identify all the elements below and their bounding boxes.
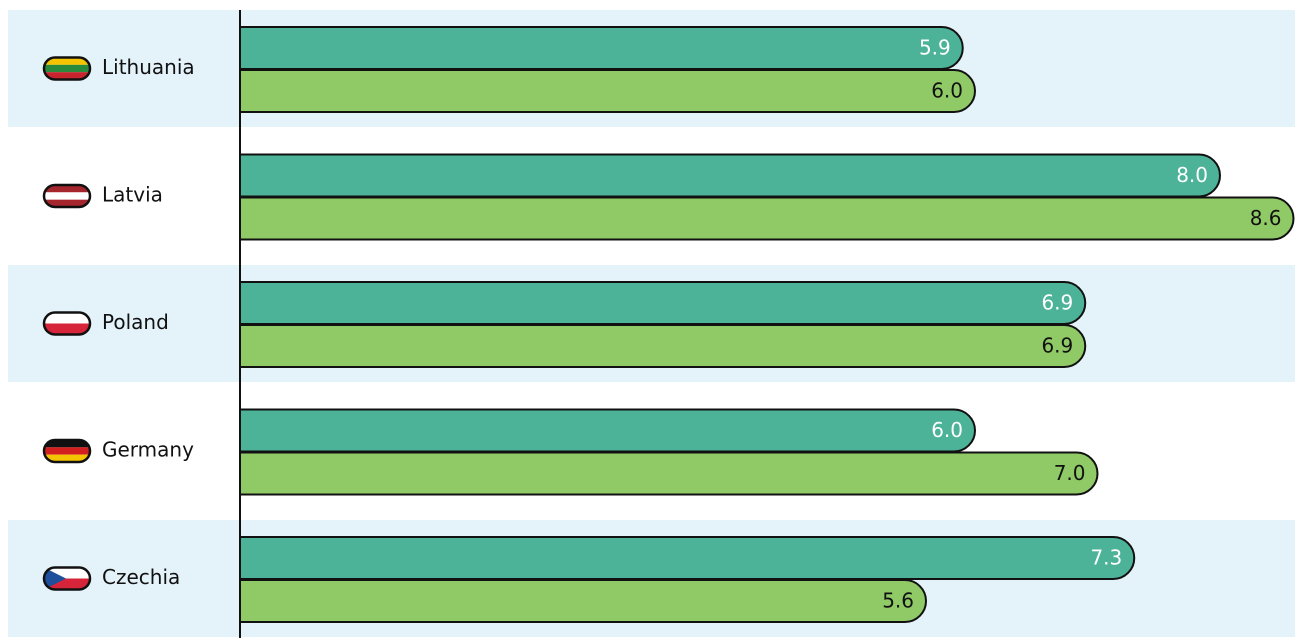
flag-stripe (44, 199, 90, 207)
flag (44, 57, 90, 80)
flag-stripe (44, 72, 90, 80)
bar (239, 69, 976, 113)
bar (239, 579, 927, 623)
flag-stripe (44, 454, 90, 462)
flag-stripe (44, 192, 90, 200)
value-label: 6.0 (931, 79, 963, 103)
value-label: 5.6 (882, 589, 914, 613)
bar (239, 153, 1221, 198)
flag-stripe (44, 323, 90, 335)
bar (239, 408, 976, 453)
value-label: 8.0 (1176, 163, 1208, 187)
bar (239, 536, 1136, 580)
flag-stripe (44, 567, 66, 590)
value-label: 7.0 (1054, 461, 1086, 485)
flag-stripe (44, 578, 90, 590)
category-label: Latvia (102, 183, 163, 207)
value-label: 6.9 (1041, 291, 1073, 315)
flag-border (42, 56, 92, 81)
flag (44, 312, 90, 335)
flag-border (42, 566, 92, 591)
flag-stripe (44, 185, 90, 193)
flag (44, 567, 90, 590)
value-label: 5.9 (919, 36, 951, 60)
flag-stripe (44, 440, 90, 448)
flag-stripe (44, 447, 90, 455)
category-label: Lithuania (102, 55, 195, 79)
bar (239, 324, 1087, 368)
flag (44, 440, 90, 462)
flag (44, 185, 90, 207)
bar (239, 281, 1087, 325)
flag-stripe (44, 567, 90, 579)
flag-stripe (44, 312, 90, 324)
value-label: 7.3 (1090, 546, 1122, 570)
bar (239, 196, 1295, 241)
flag-border (42, 438, 92, 464)
flag-border (42, 311, 92, 336)
category-label: Czechia (102, 565, 180, 589)
value-label: 6.9 (1041, 334, 1073, 358)
bar (239, 26, 964, 70)
category-label: Poland (102, 310, 169, 334)
flag-stripe (44, 57, 90, 65)
bar (239, 451, 1099, 496)
flag-border (42, 183, 92, 209)
flag-stripe (44, 64, 90, 73)
value-label: 6.0 (931, 418, 963, 442)
category-label: Germany (102, 438, 194, 462)
value-label: 8.6 (1250, 206, 1282, 230)
